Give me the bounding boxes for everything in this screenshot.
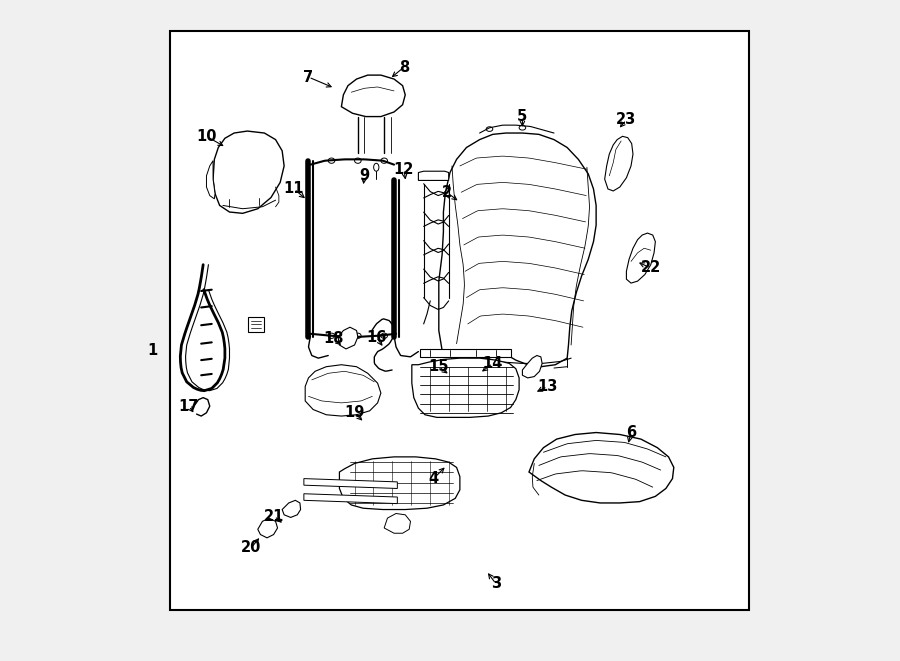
Text: 2: 2 bbox=[442, 185, 452, 200]
Polygon shape bbox=[605, 136, 633, 191]
Text: 7: 7 bbox=[303, 69, 313, 85]
Text: 17: 17 bbox=[178, 399, 199, 414]
Polygon shape bbox=[439, 133, 596, 367]
Polygon shape bbox=[412, 358, 519, 417]
Bar bbox=[170, 31, 750, 610]
Text: 5: 5 bbox=[518, 109, 527, 124]
Text: 21: 21 bbox=[264, 508, 284, 524]
Ellipse shape bbox=[355, 333, 361, 338]
Polygon shape bbox=[257, 518, 277, 538]
Text: 14: 14 bbox=[482, 356, 503, 371]
Polygon shape bbox=[304, 494, 397, 504]
Text: 13: 13 bbox=[537, 379, 558, 394]
Ellipse shape bbox=[328, 158, 335, 163]
Polygon shape bbox=[418, 171, 449, 180]
Text: 15: 15 bbox=[428, 359, 449, 374]
Polygon shape bbox=[420, 349, 510, 357]
Polygon shape bbox=[206, 161, 215, 199]
Text: 1: 1 bbox=[148, 343, 157, 358]
Text: 23: 23 bbox=[616, 112, 636, 128]
Text: 3: 3 bbox=[491, 576, 501, 592]
Polygon shape bbox=[341, 75, 405, 116]
Text: 12: 12 bbox=[393, 162, 414, 176]
Polygon shape bbox=[305, 365, 381, 416]
Polygon shape bbox=[304, 479, 397, 488]
Text: 8: 8 bbox=[399, 59, 409, 75]
Polygon shape bbox=[529, 432, 674, 503]
Text: 16: 16 bbox=[366, 330, 386, 344]
Polygon shape bbox=[213, 131, 284, 214]
Polygon shape bbox=[626, 233, 655, 283]
Text: 19: 19 bbox=[345, 405, 364, 420]
Ellipse shape bbox=[381, 333, 388, 338]
Ellipse shape bbox=[519, 126, 526, 130]
Text: 20: 20 bbox=[241, 540, 261, 555]
Ellipse shape bbox=[374, 163, 379, 171]
Text: 11: 11 bbox=[284, 182, 304, 196]
Text: 4: 4 bbox=[428, 471, 438, 486]
Polygon shape bbox=[339, 457, 460, 510]
Ellipse shape bbox=[486, 127, 493, 132]
Ellipse shape bbox=[381, 158, 388, 163]
Text: 10: 10 bbox=[196, 129, 217, 144]
Polygon shape bbox=[248, 317, 265, 332]
Text: 22: 22 bbox=[641, 260, 661, 276]
Ellipse shape bbox=[355, 158, 361, 163]
Text: 18: 18 bbox=[323, 331, 344, 346]
Polygon shape bbox=[283, 500, 301, 518]
Polygon shape bbox=[522, 356, 542, 378]
Ellipse shape bbox=[328, 333, 335, 338]
Ellipse shape bbox=[434, 350, 439, 355]
Text: 9: 9 bbox=[359, 169, 370, 183]
Text: 6: 6 bbox=[626, 425, 636, 440]
Polygon shape bbox=[384, 514, 410, 533]
Polygon shape bbox=[338, 327, 358, 349]
Ellipse shape bbox=[558, 459, 568, 467]
